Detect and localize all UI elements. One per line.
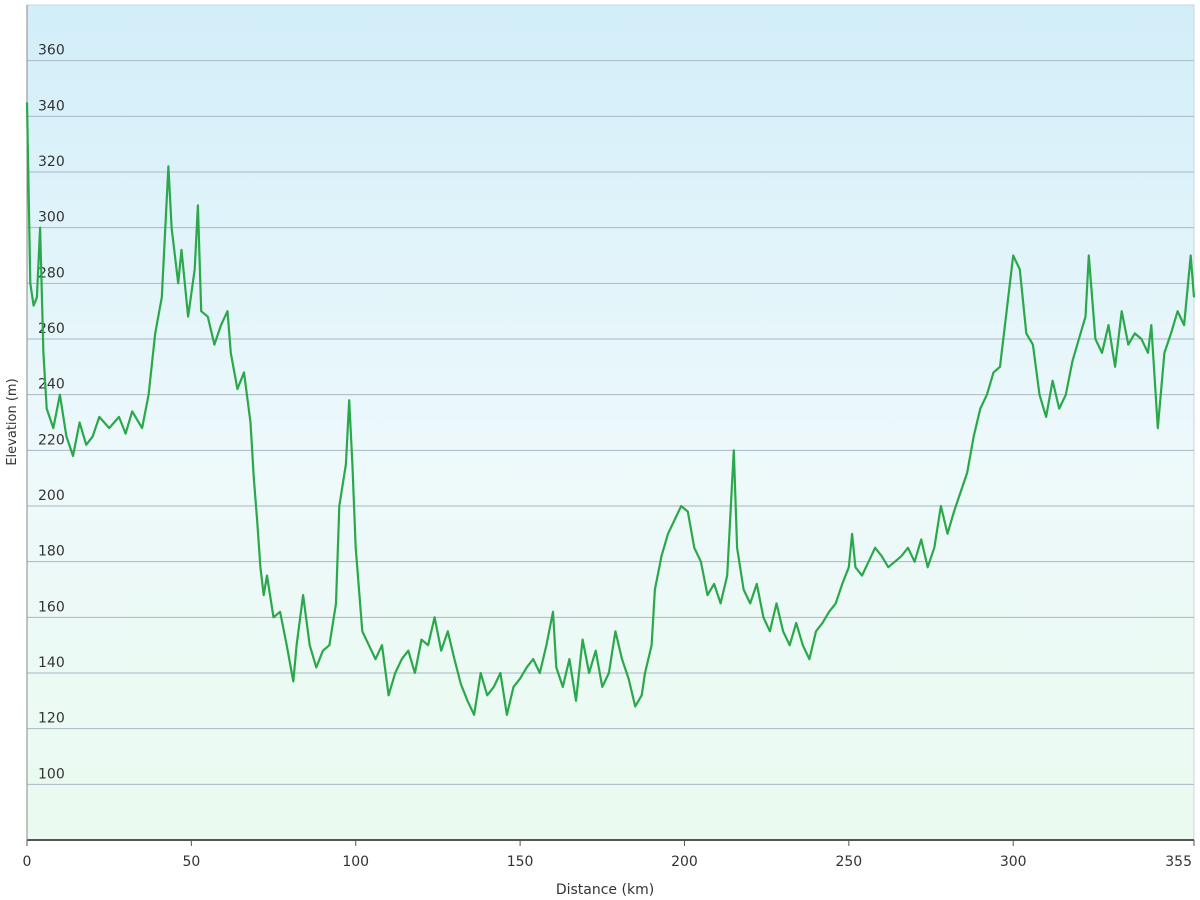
y-tick-label: 360 — [38, 43, 65, 59]
x-tick-label: 300 — [1000, 854, 1027, 870]
x-axis-title: Distance (km) — [556, 882, 654, 898]
y-tick-label: 280 — [38, 265, 65, 281]
x-tick-label: 0 — [23, 854, 32, 870]
elevation-line — [25, 102, 1196, 716]
plot-area — [26, 4, 1195, 841]
y-tick-label: 300 — [38, 210, 65, 226]
x-tick-label: 355 — [1165, 854, 1192, 870]
y-tick-label: 120 — [38, 711, 65, 727]
x-tick-label: 250 — [835, 854, 862, 870]
x-tick-label: 200 — [671, 854, 698, 870]
x-tick-label: 50 — [182, 854, 200, 870]
x-tick-label: 150 — [507, 854, 534, 870]
y-tick-label: 340 — [38, 98, 65, 114]
y-tick-label: 180 — [38, 544, 65, 560]
y-tick-label: 240 — [38, 377, 65, 393]
y-tick-label: 160 — [38, 599, 65, 615]
y-tick-label: 320 — [38, 154, 65, 170]
x-tick-label: 100 — [342, 854, 369, 870]
y-axis-title: Elevation (m) — [5, 378, 20, 465]
y-tick-label: 100 — [38, 766, 65, 782]
y-tick-label: 140 — [38, 655, 65, 671]
y-tick-label: 220 — [38, 432, 65, 448]
y-tick-label: 200 — [38, 488, 65, 504]
y-tick-label: 260 — [38, 321, 65, 337]
